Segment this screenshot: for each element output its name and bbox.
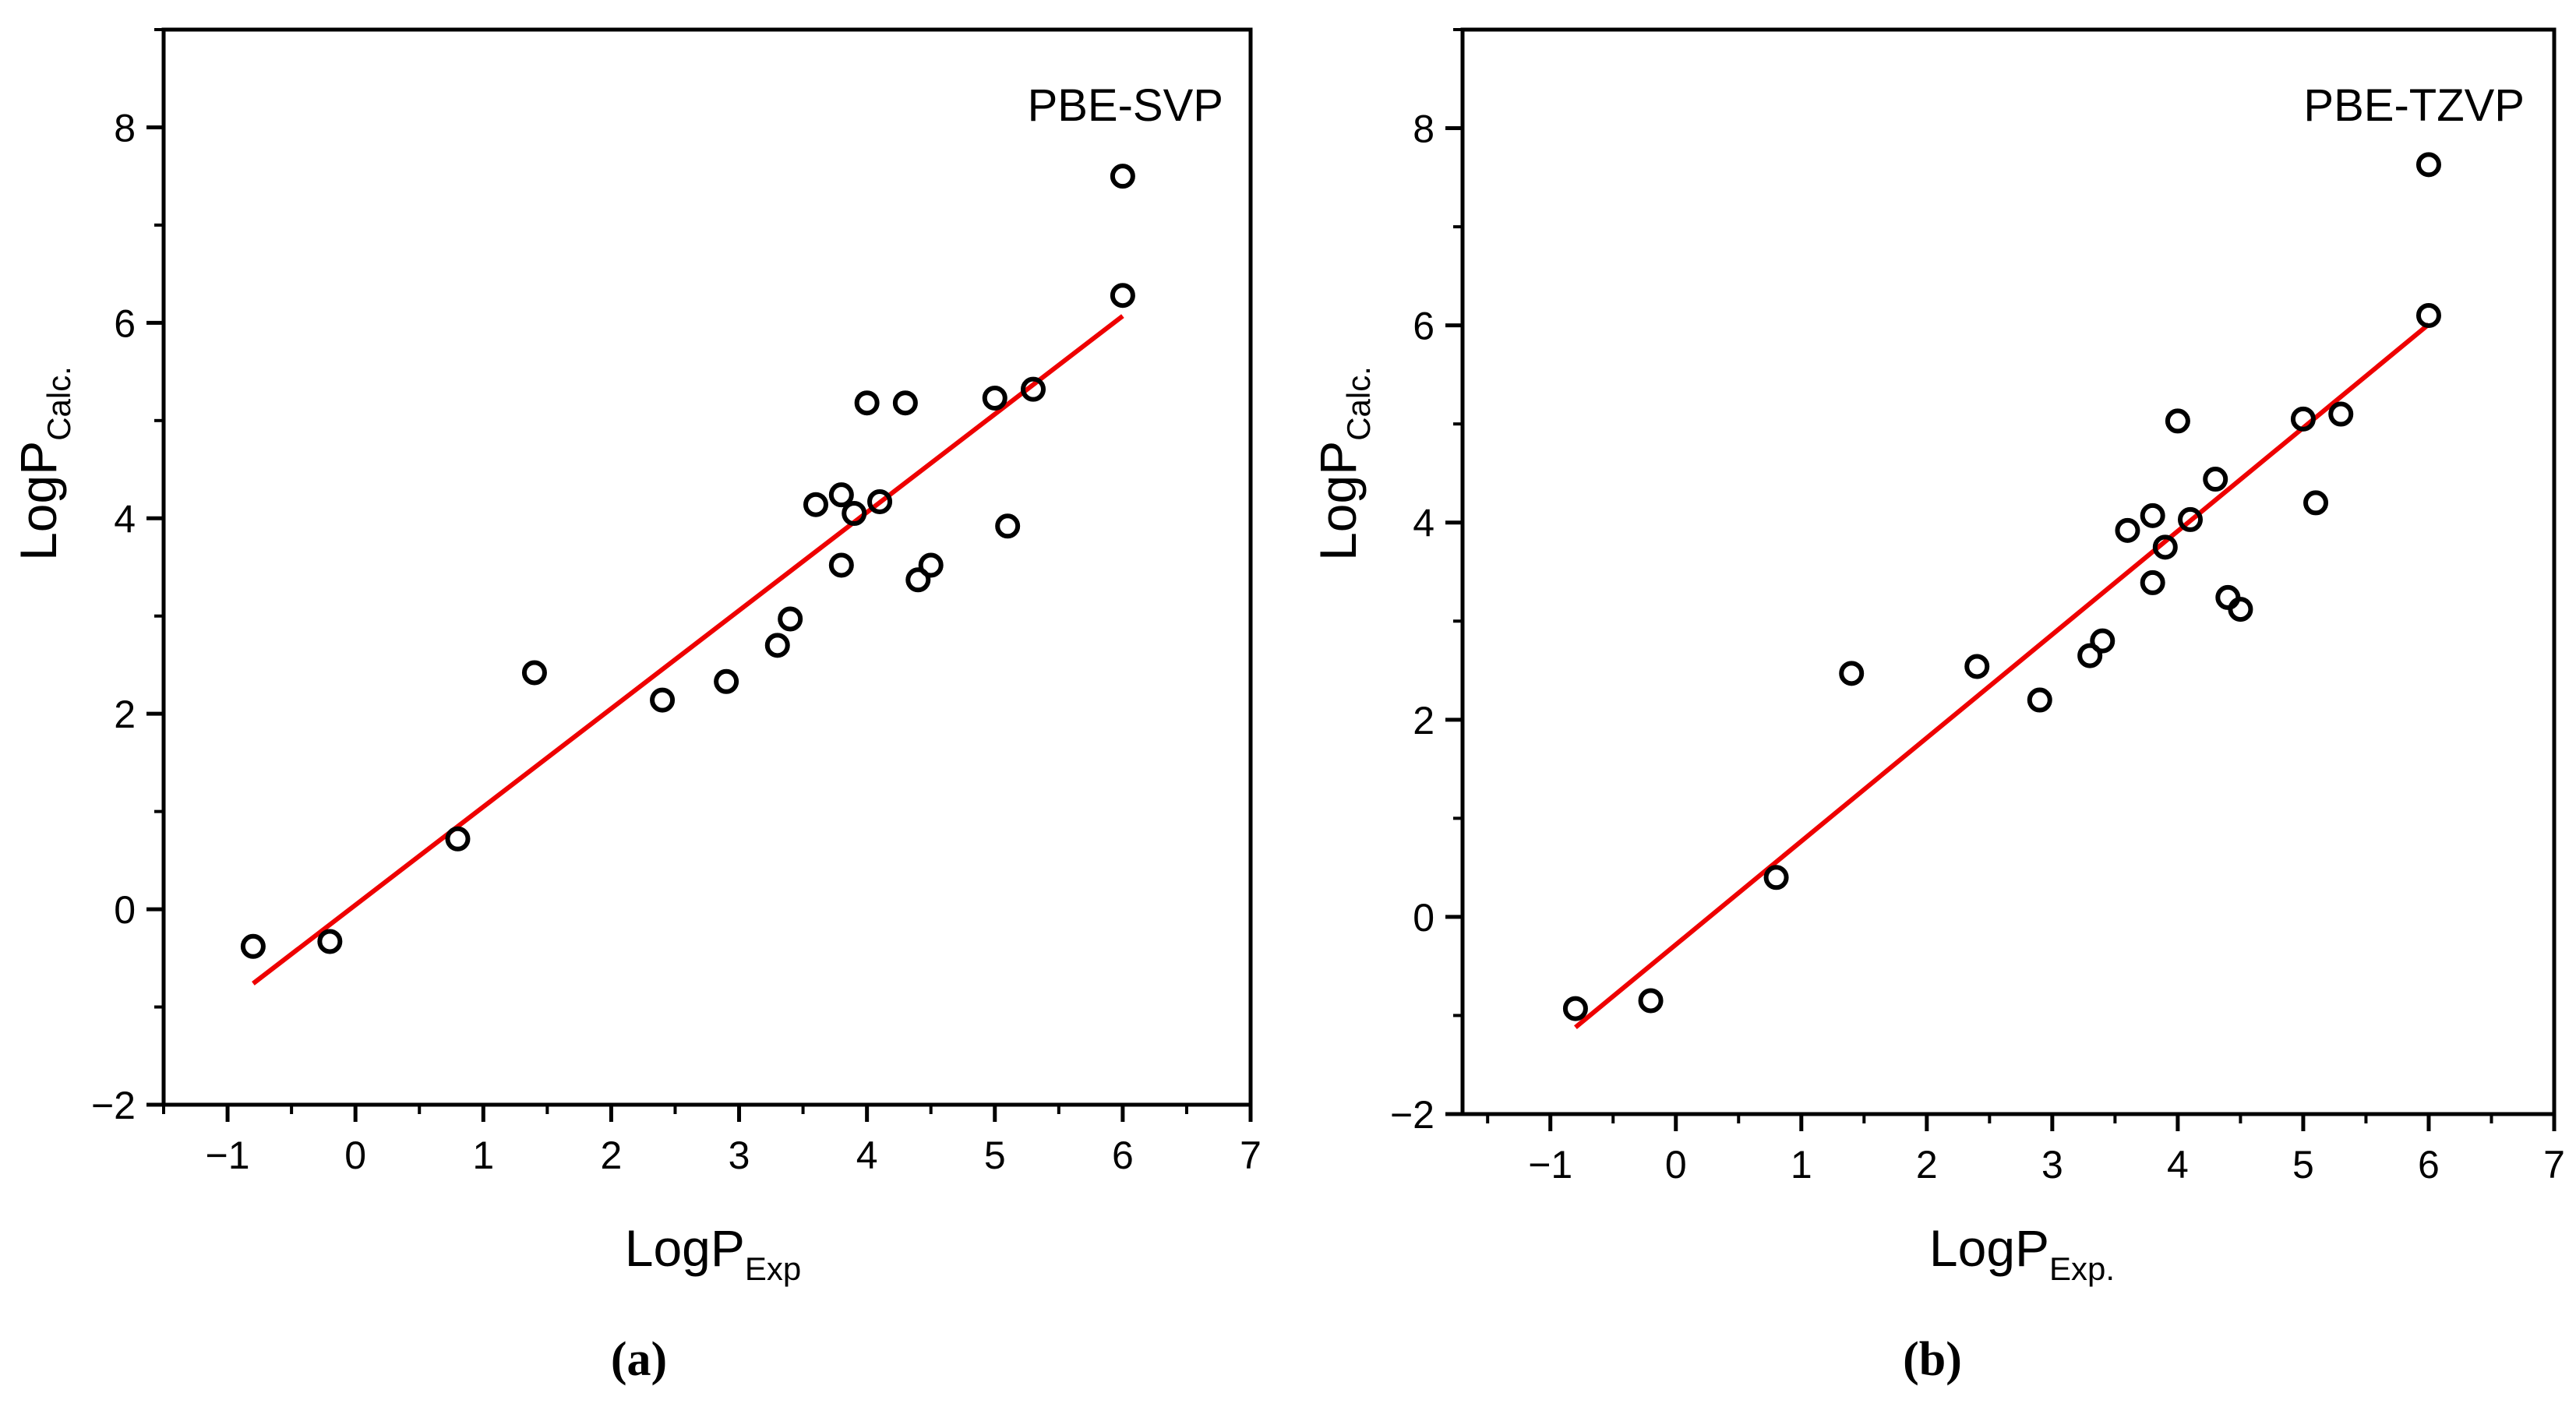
data-point [892, 390, 918, 416]
data-point [714, 668, 739, 694]
data-point [778, 606, 803, 632]
data-point [650, 687, 676, 713]
y-axis-label: LogPCalc. [1309, 366, 1377, 561]
data-point [1763, 865, 1789, 890]
y-tick-label: 4 [1413, 502, 1434, 545]
y-tick-label: 8 [1413, 108, 1434, 151]
y-tick-label: 6 [1413, 305, 1434, 348]
data-point [2178, 506, 2203, 532]
x-tick-label: 2 [601, 1134, 623, 1177]
data-point [2290, 406, 2316, 432]
y-tick-label: 2 [1413, 699, 1434, 742]
data-point [1638, 988, 1664, 1014]
data-point [2328, 401, 2354, 427]
plot-frame [1460, 27, 2557, 1116]
y-tick-label: −2 [1390, 1093, 1434, 1137]
data-point [2152, 534, 2178, 560]
data-point [445, 826, 471, 852]
data-point [764, 633, 790, 658]
y-tick-label: 0 [1413, 896, 1434, 940]
y-axis-label: LogPCalc. [9, 366, 77, 561]
y-axis-label-sub: Calc. [41, 366, 77, 441]
x-tick-label: 5 [984, 1134, 1006, 1177]
data-point [2115, 517, 2140, 543]
y-tick-label: 4 [114, 497, 136, 541]
data-point [317, 929, 343, 954]
x-axis-label: LogPExp. [1929, 1219, 2115, 1287]
x-tick-label: 1 [472, 1134, 494, 1177]
x-axis-label-main: LogP [625, 1219, 745, 1277]
data-point [1021, 376, 1046, 402]
x-tick-label: 7 [2543, 1143, 2565, 1187]
data-point [828, 552, 854, 578]
x-axis-label-sub: Exp. [2049, 1250, 2115, 1287]
data-point [1562, 996, 1588, 1021]
x-tick-label: −1 [1528, 1143, 1572, 1187]
y-tick-label: 8 [114, 106, 136, 150]
fit-line [1574, 323, 2430, 1029]
data-point [828, 482, 854, 508]
y-tick-label: 2 [114, 693, 136, 736]
data-point [2140, 503, 2165, 528]
x-tick-label: −1 [206, 1134, 250, 1177]
x-tick-label: 4 [856, 1134, 878, 1177]
data-point [2228, 597, 2253, 622]
y-axis-label-main: LogP [9, 441, 67, 561]
x-tick-label: 5 [2292, 1143, 2314, 1187]
x-tick-label: 3 [729, 1134, 750, 1177]
x-tick-label: 1 [1791, 1143, 1812, 1187]
data-point [240, 933, 266, 959]
panel-title: PBE-SVP [1028, 80, 1223, 131]
data-point [2165, 408, 2190, 434]
y-axis-label-main: LogP [1309, 441, 1367, 561]
data-point [2077, 643, 2103, 668]
x-axis-label-sub: Exp [745, 1250, 801, 1287]
data-point [2090, 628, 2115, 654]
x-tick-label: 0 [344, 1134, 366, 1177]
x-tick-label: 0 [1665, 1143, 1687, 1187]
x-tick-label: 6 [1112, 1134, 1134, 1177]
data-point [1964, 654, 1990, 679]
data-point [1110, 164, 1135, 189]
data-point [803, 492, 828, 517]
data-point [854, 390, 880, 416]
data-point [1839, 661, 1865, 686]
data-point [842, 501, 867, 526]
plot-frame [161, 27, 1253, 1107]
data-point [1110, 283, 1135, 309]
x-tick-label: 7 [1240, 1134, 1262, 1177]
data-point [521, 660, 547, 686]
data-point [995, 513, 1021, 539]
y-axis-label-sub: Calc. [1340, 366, 1377, 441]
data-point [2140, 570, 2165, 595]
x-tick-label: 6 [2418, 1143, 2440, 1187]
data-point [2027, 687, 2052, 713]
x-axis-label: LogPExp [625, 1219, 802, 1287]
data-point [918, 552, 944, 578]
y-tick-label: 6 [114, 302, 136, 345]
data-point [982, 385, 1007, 411]
x-tick-label: 2 [1916, 1143, 1938, 1187]
data-point [2303, 490, 2329, 516]
x-tick-label: 4 [2167, 1143, 2189, 1187]
fit-line [252, 314, 1124, 986]
x-tick-label: 3 [2041, 1143, 2063, 1187]
data-point [2215, 584, 2241, 610]
data-point [905, 567, 931, 593]
data-point [867, 488, 893, 514]
panel-caption: (b) [1903, 1333, 1962, 1386]
panel-title: PBE-TZVP [2303, 80, 2525, 131]
panel-caption: (a) [611, 1333, 667, 1386]
x-axis-label-main: LogP [1929, 1219, 2049, 1277]
y-tick-label: 0 [114, 888, 136, 932]
data-point [2415, 152, 2441, 178]
data-point [2203, 467, 2228, 492]
data-point [2415, 302, 2441, 328]
y-tick-label: −2 [91, 1084, 136, 1127]
